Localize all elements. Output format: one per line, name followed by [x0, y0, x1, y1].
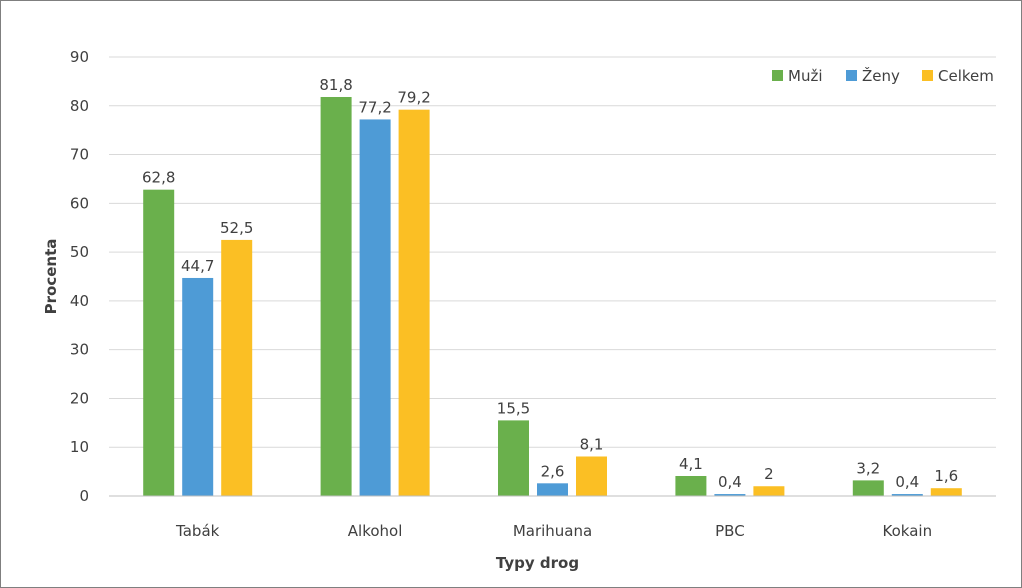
y-tick-label: 80: [70, 97, 89, 115]
bar: [143, 189, 175, 497]
legend-swatch: [922, 70, 933, 81]
x-tick-label: Kokain: [883, 522, 933, 540]
y-axis-ticks: 0 10 20 30 40 50 60 70 80 90: [70, 48, 89, 505]
y-tick-label: 40: [70, 292, 89, 310]
data-label: 15,5: [497, 399, 530, 417]
bar: [537, 483, 568, 496]
y-tick-label: 20: [70, 389, 89, 407]
bar: [498, 420, 529, 496]
x-tick-label: PBC: [715, 522, 745, 540]
data-label: 62,8: [142, 169, 175, 187]
bar: [852, 480, 884, 496]
data-label: 4,1: [679, 455, 703, 473]
data-label: 79,2: [397, 89, 430, 107]
data-label: 0,4: [895, 473, 919, 491]
legend-entry: Celkem: [938, 67, 994, 85]
bar: [320, 96, 352, 497]
y-tick-label: 50: [70, 243, 89, 261]
bar: [182, 277, 214, 496]
bar: [891, 494, 923, 496]
y-tick-label: 60: [70, 194, 89, 212]
bar: [359, 119, 391, 497]
data-label: 77,2: [358, 98, 391, 116]
x-tick-label: Alkohol: [348, 522, 403, 540]
y-axis-title: Procenta: [42, 239, 60, 315]
x-axis-categories: Tabák Alkohol Marihuana PBC Kokain: [175, 522, 932, 540]
data-labels: 62,8 44,7 52,5 81,8 77,2 79,2 15,5 2,6 8,1 4,1 0,4…: [142, 76, 958, 491]
bar: [930, 488, 962, 496]
data-label: 81,8: [319, 76, 352, 94]
x-axis-title: Typy drog: [496, 554, 579, 572]
bar: [714, 494, 746, 496]
y-tick-label: 70: [70, 146, 89, 164]
gridlines: [109, 56, 996, 448]
data-label: 44,7: [181, 257, 214, 275]
y-tick-label: 90: [70, 48, 89, 66]
bar: [753, 486, 785, 496]
legend-entry: Muži: [788, 67, 823, 85]
data-label: 1,6: [934, 467, 958, 485]
legend-swatch: [846, 70, 857, 81]
legend: Muži Ženy Celkem: [772, 66, 994, 85]
x-tick-label: Marihuana: [513, 522, 592, 540]
x-tick-label: Tabák: [175, 522, 220, 540]
bar: [221, 239, 253, 496]
data-label: 0,4: [718, 473, 742, 491]
data-label: 2,6: [541, 462, 565, 480]
bars: [143, 96, 962, 497]
bar: [675, 476, 707, 496]
data-label: 52,5: [220, 219, 253, 237]
data-label: 2: [764, 465, 774, 483]
legend-entry: Ženy: [862, 66, 900, 85]
y-tick-label: 30: [70, 341, 89, 359]
bar: [576, 456, 607, 496]
y-tick-label: 0: [79, 487, 89, 505]
y-tick-label: 10: [70, 438, 89, 456]
legend-swatch: [772, 70, 783, 81]
bar: [398, 109, 430, 497]
data-label: 8,1: [580, 435, 604, 453]
data-label: 3,2: [856, 459, 880, 477]
